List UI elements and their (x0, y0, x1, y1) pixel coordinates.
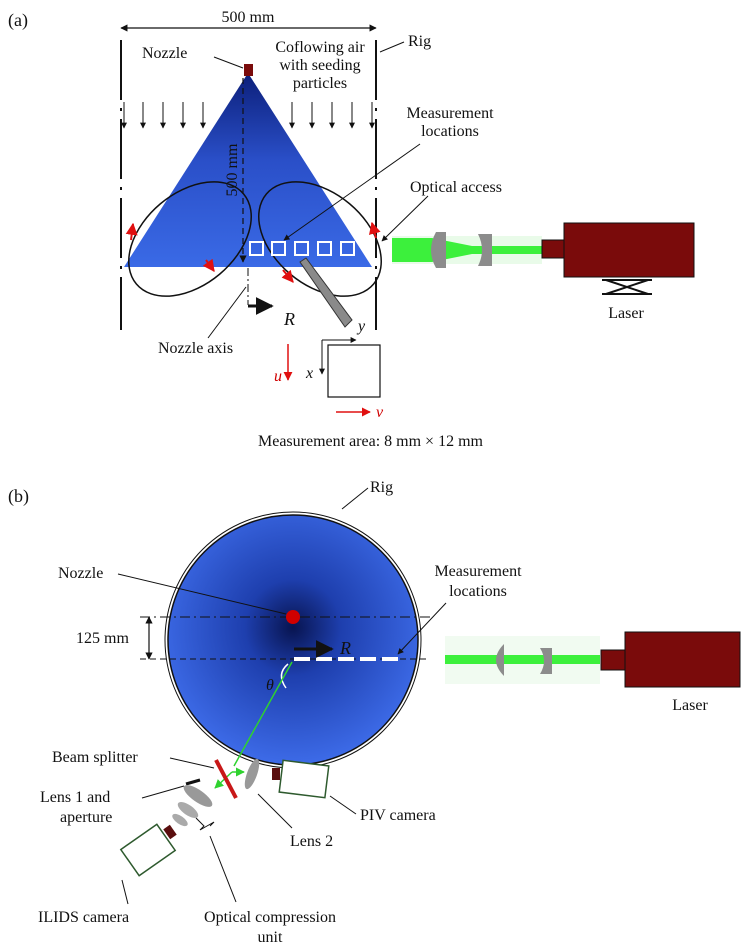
nozzle-a (244, 64, 253, 76)
lens-1-label-line-1: Lens 1 and (40, 789, 110, 806)
nozzle-axis-leader (207, 286, 247, 339)
recirculation-direction-arrows (125, 221, 381, 283)
coflow-line-1: Coflowing air (275, 39, 365, 56)
rig-leader-b (341, 487, 369, 510)
measurement-squares-a (249, 241, 355, 256)
coflow-line-3: particles (293, 75, 347, 92)
ilids-camera-label: ILIDS camera (38, 909, 129, 926)
offset-dimension-label: 125 mm (76, 630, 129, 647)
measurement-locations-line-2-a: locations (421, 123, 479, 140)
nozzle-axis-label: Nozzle axis (158, 340, 233, 357)
laser-aperture-b (600, 649, 626, 671)
diverging-lens-b (540, 648, 552, 674)
lens-2-leader (257, 793, 293, 829)
spray-cone (124, 73, 372, 267)
probe (299, 257, 353, 328)
rig-label-a: Rig (408, 33, 431, 50)
nozzle-b (286, 610, 300, 624)
piv-camera-leader (329, 795, 357, 815)
laser-beam-narrow-a (472, 246, 542, 254)
aperture (185, 778, 201, 786)
laser-body-b (624, 631, 741, 688)
compression-unit-bracket (195, 817, 215, 831)
piv-camera (278, 759, 330, 799)
lens-1-label-line-2: aperture (60, 809, 112, 826)
beam-splitter (214, 759, 238, 799)
y-axis-label: y (356, 318, 366, 335)
lens-1 (183, 785, 213, 807)
u-velocity-label: u (274, 368, 282, 385)
scattered-light-ray (233, 661, 293, 767)
coflow-line-2: with seeding (279, 57, 360, 74)
radial-label-a: R (283, 309, 295, 329)
recirculation-left (128, 181, 252, 297)
theta-arc (280, 663, 289, 689)
piv-camera-lens (272, 768, 280, 780)
laser-beam-b (445, 655, 600, 664)
nozzle-label-a: Nozzle (142, 45, 187, 62)
compression-lens-1 (177, 801, 199, 819)
nozzle-label-b: Nozzle (58, 565, 103, 582)
diverging-lens-a (478, 234, 492, 266)
laser-body-a (563, 222, 695, 278)
measurement-locations-line-1-b: Measurement (434, 563, 522, 580)
laser-beam-wide-a (392, 238, 432, 262)
ilids-camera-lens (163, 824, 177, 840)
measurement-area-label: Measurement area: 8 mm × 12 mm (258, 433, 484, 450)
laser-stand (602, 279, 652, 295)
lens-2-label: Lens 2 (290, 833, 333, 850)
piv-camera-label: PIV camera (360, 807, 436, 824)
converging-lens-a (431, 232, 446, 268)
rig-disc (167, 514, 419, 766)
x-axis-label: x (305, 365, 313, 382)
reflected-ray (214, 771, 233, 789)
laser-label-b: Laser (672, 697, 708, 714)
nozzle-leader-a (213, 56, 244, 69)
optical-access-label: Optical access (410, 179, 502, 196)
measurement-leader-a (283, 143, 421, 241)
laser-label-a: Laser (608, 305, 644, 322)
ocu-leader (209, 835, 237, 903)
laser-aperture-a (541, 239, 565, 259)
ilids-camera (119, 823, 177, 877)
beam-splitter-label: Beam splitter (52, 749, 138, 766)
measurement-locations-line-2-b: locations (449, 583, 507, 600)
width-dimension-label: 500 mm (222, 9, 275, 26)
ocu-label-line-1: Optical compression (204, 909, 336, 926)
rig-leader-a (379, 41, 405, 53)
panel-a-label: (a) (8, 10, 28, 31)
compression-lens-2 (172, 813, 188, 827)
lens-2 (244, 758, 260, 790)
measurement-leader-b (397, 602, 447, 655)
lens-1-leader (141, 785, 185, 799)
rig-label-b: Rig (370, 479, 393, 496)
nozzle-leader-b (117, 573, 287, 615)
ocu-label-line-2: unit (258, 929, 283, 946)
beam-splitter-leader (169, 757, 215, 769)
coflow-arrows (121, 102, 375, 129)
v-velocity-label: v (376, 404, 384, 421)
radial-label-b: R (339, 638, 351, 658)
panel-b-label: (b) (8, 486, 29, 507)
ilids-camera-leader (121, 879, 129, 905)
measurement-area-box (327, 344, 381, 398)
measurement-locations-line-1-a: Measurement (406, 105, 494, 122)
theta-label: θ (266, 677, 274, 694)
converging-lens-b (496, 644, 504, 676)
optical-access-leader (381, 195, 429, 242)
